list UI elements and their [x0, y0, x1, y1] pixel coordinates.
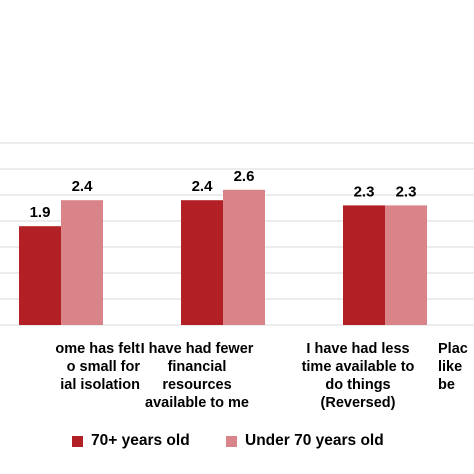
value-label-series-1-cat-3: 2.3: [354, 183, 375, 200]
bars: [19, 189, 427, 325]
value-labels: 1.9 2.4 2.4 2.6 2.3 2.3: [30, 168, 417, 221]
value-label-series-2-cat-1: 2.4: [72, 178, 94, 195]
legend-item-series-2: Under 70 years old: [226, 432, 384, 450]
legend-label-series-1: 70+ years old: [91, 432, 190, 449]
legend-swatch-series-2: [226, 435, 237, 447]
category-label-4: Plac like be: [438, 341, 468, 393]
legend-item-series-1: 70+ years old: [72, 432, 190, 450]
category-label-2: I have had fewer financial resources ava…: [140, 341, 254, 411]
value-label-series-2-cat-2: 2.6: [234, 168, 255, 185]
legend-label-series-2: Under 70 years old: [245, 432, 384, 449]
category-label-3: I have had less time available to do thi…: [301, 341, 415, 411]
legend: 70+ years old Under 70 years old: [0, 432, 474, 456]
value-label-series-2-cat-3: 2.3: [396, 183, 417, 200]
bar-series-1-cat-3: [343, 205, 385, 325]
bar-series-2-cat-2: [223, 189, 265, 325]
category-label-1: ome has felt o small for ial isolation: [55, 341, 140, 393]
bar-series-2-cat-3: [385, 205, 427, 325]
bar-series-1-cat-1: [19, 226, 61, 325]
legend-swatch-series-1: [72, 435, 83, 447]
value-label-series-1-cat-1: 1.9: [30, 204, 51, 221]
bar-series-1-cat-2: [181, 200, 223, 325]
value-label-series-1-cat-2: 2.4: [192, 178, 214, 195]
bar-series-2-cat-1: [61, 200, 103, 325]
